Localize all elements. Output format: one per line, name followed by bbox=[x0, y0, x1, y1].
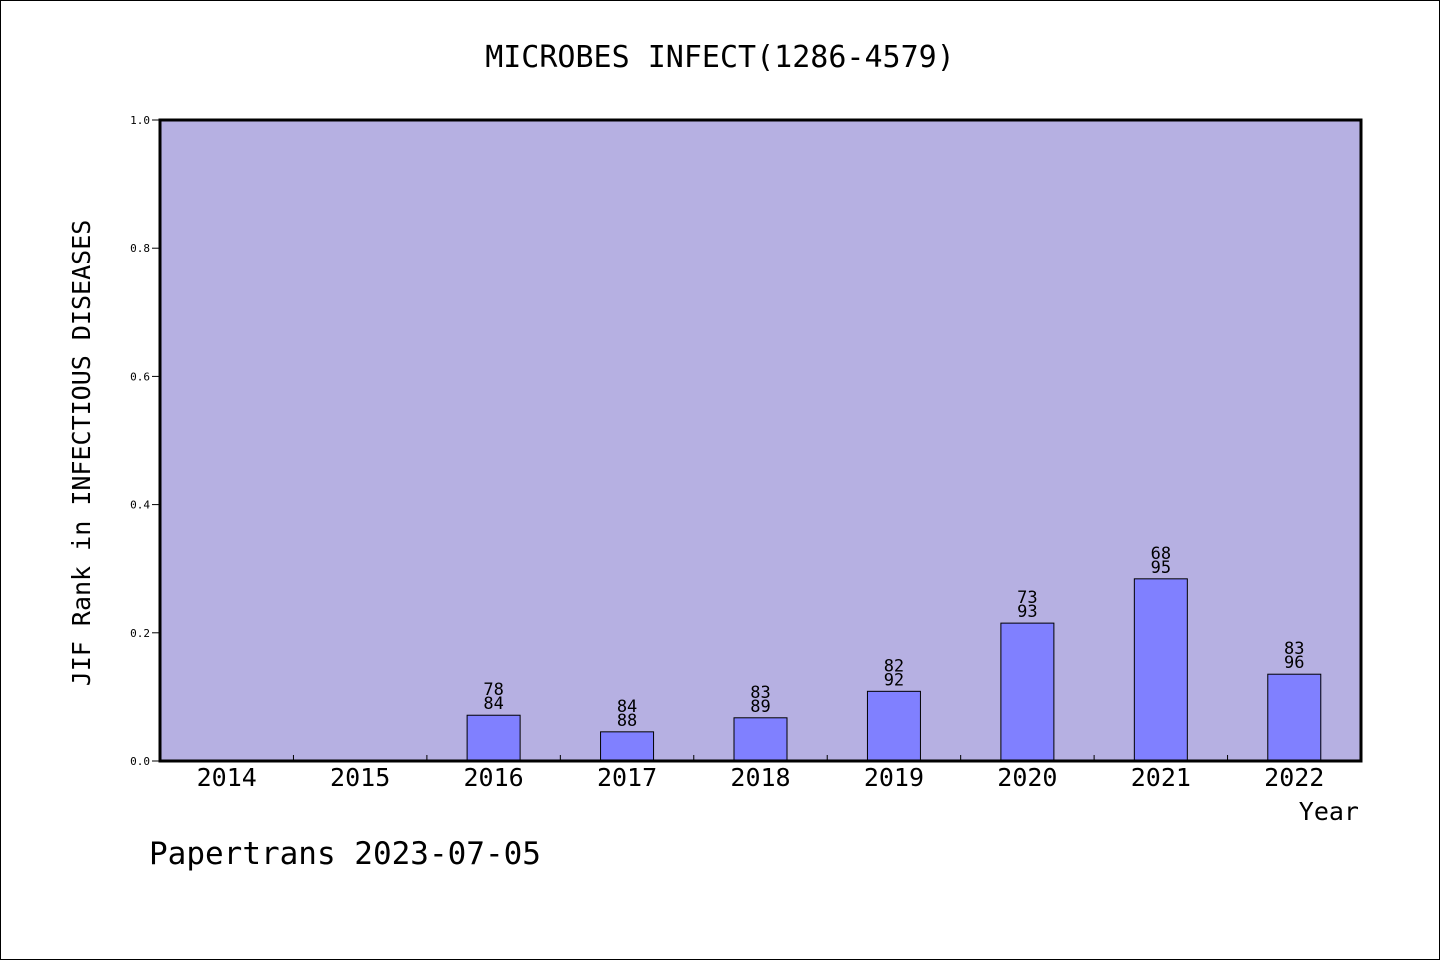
bar-rank-label: 83 bbox=[750, 683, 770, 703]
x-tick-label: 2020 bbox=[997, 763, 1057, 792]
bar-total-label: 92 bbox=[884, 670, 904, 690]
x-tick-label: 2021 bbox=[1131, 763, 1191, 792]
y-tick-label: 1.0 bbox=[130, 114, 150, 127]
y-tick-label: 0.0 bbox=[130, 755, 150, 768]
x-tick-label: 2014 bbox=[197, 763, 257, 792]
chart-title: MICROBES INFECT(1286-4579) bbox=[485, 40, 955, 75]
y-tick-label: 0.4 bbox=[130, 499, 150, 512]
footer-text: Papertrans 2023-07-05 bbox=[149, 836, 541, 872]
bar-total-label: 88 bbox=[617, 711, 637, 731]
bar-rank-label: 82 bbox=[884, 656, 904, 676]
x-tick-label: 2018 bbox=[730, 763, 790, 792]
bar bbox=[1000, 622, 1055, 762]
bar bbox=[1267, 673, 1322, 762]
bar-rank-label: 73 bbox=[1017, 588, 1037, 608]
y-axis-label: JIF Rank in INFECTIOUS DISEASES bbox=[67, 220, 96, 687]
bar-total-label: 96 bbox=[1284, 653, 1304, 673]
y-tick-label: 0.2 bbox=[130, 627, 150, 640]
bar bbox=[466, 714, 521, 762]
bar-total-label: 93 bbox=[1017, 602, 1037, 622]
bar bbox=[1133, 578, 1188, 762]
bar bbox=[866, 690, 921, 762]
x-tick-label: 2015 bbox=[330, 763, 390, 792]
plot-border bbox=[158, 118, 1363, 763]
bar-rank-label: 84 bbox=[617, 697, 637, 717]
bar-total-label: 84 bbox=[483, 694, 503, 714]
y-axis: 0.0 0.2 0.4 0.6 0.8 1.0 bbox=[130, 114, 160, 768]
bar-total-label: 95 bbox=[1151, 558, 1171, 578]
bar-rank-label: 83 bbox=[1284, 639, 1304, 659]
x-tick-label: 2019 bbox=[864, 763, 924, 792]
bar bbox=[600, 731, 655, 762]
bar-rank-label: 78 bbox=[483, 680, 503, 700]
x-axis-label: Year bbox=[1299, 797, 1359, 826]
x-tick-label: 2017 bbox=[597, 763, 657, 792]
bar-total-label: 89 bbox=[750, 697, 770, 717]
bar-rank-label: 68 bbox=[1151, 544, 1171, 564]
x-axis: 2014 2015 2016 2017 2018 2019 2020 2021 2022 bbox=[197, 755, 1324, 792]
y-tick-label: 0.8 bbox=[130, 242, 150, 255]
y-tick-label: 0.6 bbox=[130, 370, 150, 383]
bar bbox=[733, 717, 788, 762]
x-tick-label: 2016 bbox=[464, 763, 524, 792]
x-tick-label: 2022 bbox=[1264, 763, 1324, 792]
